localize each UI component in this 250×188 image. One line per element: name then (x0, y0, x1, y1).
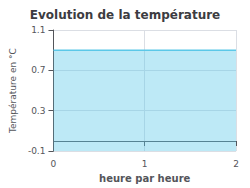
svg-text:Température en °C: Température en °C (8, 48, 18, 134)
svg-text:0.7: 0.7 (31, 65, 45, 75)
svg-text:1: 1 (142, 159, 148, 169)
svg-text:1.1: 1.1 (31, 25, 45, 35)
svg-text:heure par heure: heure par heure (99, 173, 190, 184)
svg-text:0.3: 0.3 (31, 106, 45, 116)
svg-text:Evolution de la température: Evolution de la température (30, 8, 221, 22)
svg-text:2: 2 (233, 159, 239, 169)
svg-text:-0.1: -0.1 (28, 146, 46, 156)
svg-text:0: 0 (51, 159, 57, 169)
